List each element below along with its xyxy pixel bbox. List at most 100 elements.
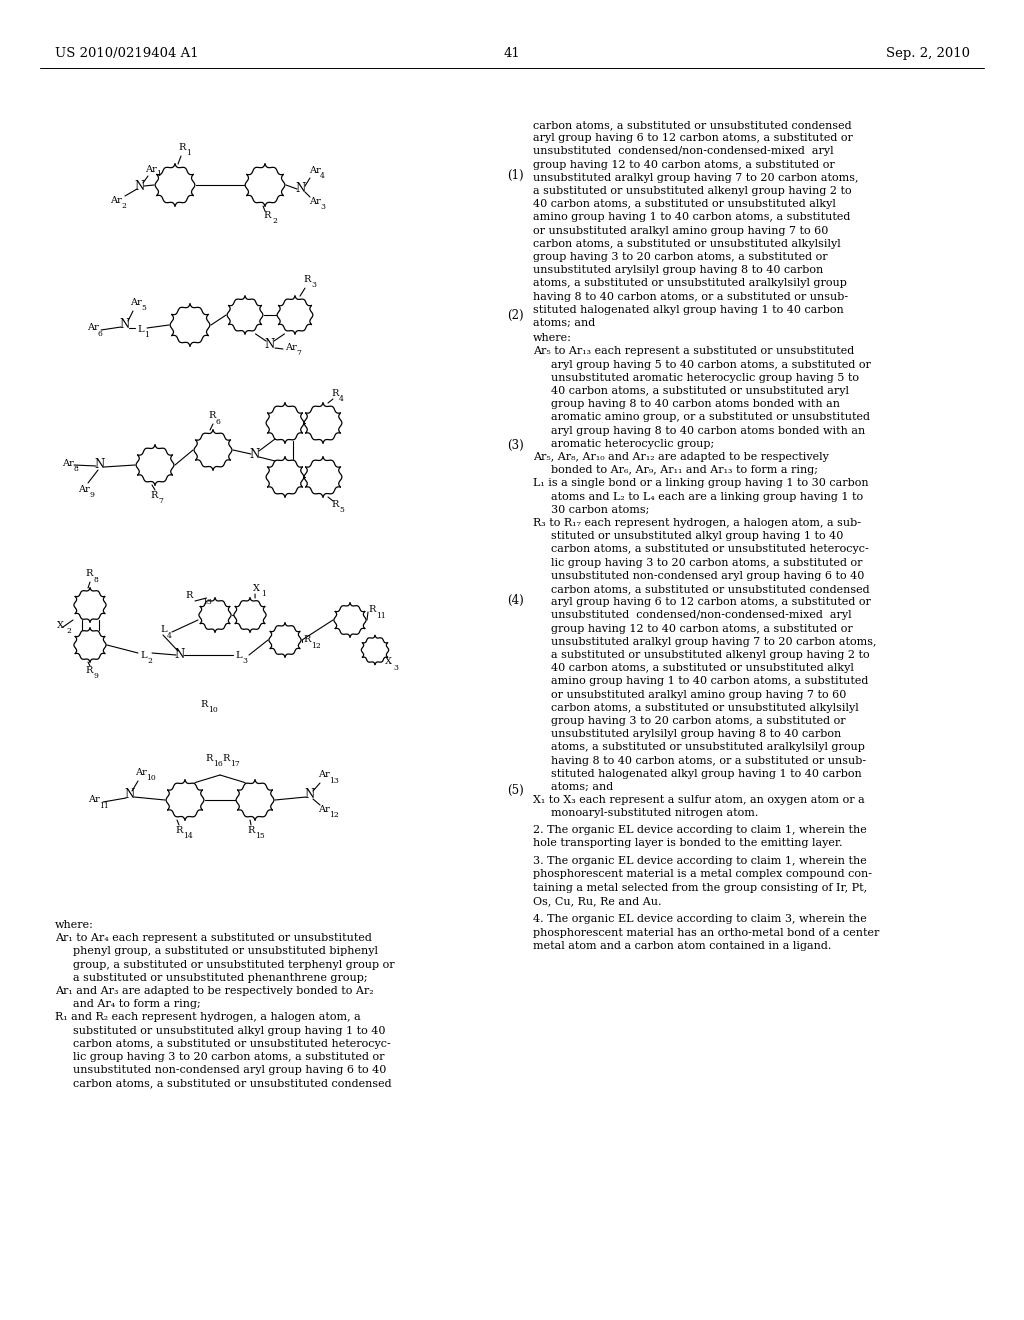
Text: Ar: Ar (62, 458, 74, 467)
Text: 1: 1 (261, 590, 266, 598)
Text: atoms, a substituted or unsubstituted aralkylsilyl group: atoms, a substituted or unsubstituted ar… (551, 742, 865, 752)
Text: L: L (137, 325, 143, 334)
Text: unsubstituted aromatic heterocyclic group having 5 to: unsubstituted aromatic heterocyclic grou… (551, 372, 859, 383)
Text: 3: 3 (393, 664, 398, 672)
Text: N: N (175, 648, 185, 661)
Text: 7: 7 (296, 348, 301, 356)
Text: Ar: Ar (130, 298, 141, 308)
Text: aromatic amino group, or a substituted or unsubstituted: aromatic amino group, or a substituted o… (551, 412, 870, 422)
Text: 1: 1 (144, 331, 148, 339)
Text: 17: 17 (230, 760, 240, 768)
Text: 4: 4 (167, 632, 172, 640)
Text: R: R (331, 500, 338, 510)
Text: Ar: Ar (285, 342, 297, 351)
Text: 4: 4 (319, 172, 325, 180)
Text: Ar: Ar (87, 323, 98, 333)
Text: or unsubstituted aralkyl amino group having 7 to 60: or unsubstituted aralkyl amino group hav… (534, 226, 828, 235)
Text: R: R (200, 700, 208, 709)
Text: 11: 11 (99, 803, 109, 810)
Text: Ar₅, Ar₈, Ar₁₀ and Ar₁₂ are adapted to be respectively: Ar₅, Ar₈, Ar₁₀ and Ar₁₂ are adapted to b… (534, 451, 828, 462)
Text: R: R (303, 635, 310, 644)
Text: 1: 1 (186, 149, 190, 157)
Text: R: R (208, 411, 215, 420)
Text: carbon atoms, a substituted or unsubstituted condensed: carbon atoms, a substituted or unsubstit… (73, 1078, 391, 1089)
Text: N: N (95, 458, 105, 471)
Text: 3. The organic EL device according to claim 1, wherein the: 3. The organic EL device according to cl… (534, 857, 866, 866)
Text: having 8 to 40 carbon atoms, or a substituted or unsub-: having 8 to 40 carbon atoms, or a substi… (534, 292, 848, 301)
Text: R₃ to R₁₇ each represent hydrogen, a halogen atom, a sub-: R₃ to R₁₇ each represent hydrogen, a hal… (534, 517, 861, 528)
Text: R: R (263, 211, 270, 220)
Text: 12: 12 (329, 810, 339, 818)
Text: 2: 2 (147, 657, 152, 665)
Text: atoms and L₂ to L₄ each are a linking group having 1 to: atoms and L₂ to L₄ each are a linking gr… (551, 491, 863, 502)
Text: US 2010/0219404 A1: US 2010/0219404 A1 (55, 48, 199, 59)
Text: R: R (175, 826, 182, 836)
Text: Ar: Ar (318, 770, 330, 779)
Text: R: R (331, 389, 338, 399)
Text: Ar: Ar (309, 166, 321, 176)
Text: 13: 13 (202, 598, 212, 606)
Text: X: X (253, 583, 260, 593)
Text: a substituted or unsubstituted phenanthrene group;: a substituted or unsubstituted phenanthr… (73, 973, 368, 983)
Text: or unsubstituted aralkyl amino group having 7 to 60: or unsubstituted aralkyl amino group hav… (551, 689, 847, 700)
Text: Ar: Ar (135, 768, 146, 777)
Text: unsubstituted  condensed/non-condensed-mixed  aryl: unsubstituted condensed/non-condensed-mi… (534, 147, 834, 156)
Text: Ar: Ar (78, 484, 90, 494)
Text: 2: 2 (121, 202, 126, 210)
Text: unsubstituted aralkyl group having 7 to 20 carbon atoms,: unsubstituted aralkyl group having 7 to … (534, 173, 858, 182)
Text: lic group having 3 to 20 carbon atoms, a substituted or: lic group having 3 to 20 carbon atoms, a… (551, 557, 862, 568)
Text: atoms, a substituted or unsubstituted aralkylsilyl group: atoms, a substituted or unsubstituted ar… (534, 279, 847, 288)
Text: X: X (57, 620, 63, 630)
Text: Ar₁ to Ar₄ each represent a substituted or unsubstituted: Ar₁ to Ar₄ each represent a substituted … (55, 933, 372, 944)
Text: taining a metal selected from the group consisting of Ir, Pt,: taining a metal selected from the group … (534, 883, 867, 892)
Text: (5): (5) (507, 784, 523, 796)
Text: carbon atoms, a substituted or unsubstituted heterocyc-: carbon atoms, a substituted or unsubstit… (73, 1039, 391, 1049)
Text: unsubstituted arylsilyl group having 8 to 40 carbon: unsubstituted arylsilyl group having 8 t… (551, 729, 842, 739)
Text: 4. The organic EL device according to claim 3, wherein the: 4. The organic EL device according to cl… (534, 915, 866, 924)
Text: 30 carbon atoms;: 30 carbon atoms; (551, 504, 649, 515)
Text: Ar: Ar (145, 165, 157, 174)
Text: N: N (250, 447, 260, 461)
Text: 40 carbon atoms, a substituted or unsubstituted alkyl: 40 carbon atoms, a substituted or unsubs… (551, 663, 854, 673)
Text: substituted or unsubstituted alkyl group having 1 to 40: substituted or unsubstituted alkyl group… (73, 1026, 385, 1036)
Text: 3: 3 (311, 281, 316, 289)
Text: a substituted or unsubstituted alkenyl group having 2 to: a substituted or unsubstituted alkenyl g… (551, 649, 869, 660)
Text: N: N (135, 180, 145, 193)
Text: Ar₅ to Ar₁₃ each represent a substituted or unsubstituted: Ar₅ to Ar₁₃ each represent a substituted… (534, 346, 854, 356)
Text: R: R (85, 667, 92, 675)
Text: L₁ is a single bond or a linking group having 1 to 30 carbon: L₁ is a single bond or a linking group h… (534, 478, 868, 488)
Text: 8: 8 (93, 576, 98, 583)
Text: Ar: Ar (309, 197, 321, 206)
Text: 41: 41 (504, 48, 520, 59)
Text: aromatic heterocyclic group;: aromatic heterocyclic group; (551, 438, 715, 449)
Text: amino group having 1 to 40 carbon atoms, a substituted: amino group having 1 to 40 carbon atoms,… (534, 213, 850, 222)
Text: stituted or unsubstituted alkyl group having 1 to 40: stituted or unsubstituted alkyl group ha… (551, 531, 844, 541)
Text: 3: 3 (242, 657, 247, 665)
Text: phosphorescent material is a metal complex compound con-: phosphorescent material is a metal compl… (534, 870, 872, 879)
Text: R: R (222, 754, 229, 763)
Text: 6: 6 (98, 330, 102, 338)
Text: 11: 11 (376, 612, 386, 620)
Text: lic group having 3 to 20 carbon atoms, a substituted or: lic group having 3 to 20 carbon atoms, a… (73, 1052, 384, 1063)
Text: having 8 to 40 carbon atoms, or a substituted or unsub-: having 8 to 40 carbon atoms, or a substi… (551, 755, 866, 766)
Text: Os, Cu, Ru, Re and Au.: Os, Cu, Ru, Re and Au. (534, 896, 662, 906)
Text: Ar: Ar (318, 805, 330, 814)
Text: 12: 12 (311, 642, 321, 649)
Text: Sep. 2, 2010: Sep. 2, 2010 (886, 48, 970, 59)
Text: carbon atoms, a substituted or unsubstituted condensed: carbon atoms, a substituted or unsubstit… (551, 583, 869, 594)
Text: where:: where: (534, 333, 571, 343)
Text: 13: 13 (329, 777, 339, 785)
Text: unsubstituted arylsilyl group having 8 to 40 carbon: unsubstituted arylsilyl group having 8 t… (534, 265, 823, 275)
Text: stituted halogenated alkyl group having 1 to 40 carbon: stituted halogenated alkyl group having … (534, 305, 844, 314)
Text: phosphorescent material has an ortho-metal bond of a center: phosphorescent material has an ortho-met… (534, 928, 880, 937)
Text: Ar: Ar (110, 195, 122, 205)
Text: 40 carbon atoms, a substituted or unsubstituted alkyl: 40 carbon atoms, a substituted or unsubs… (534, 199, 836, 209)
Text: metal atom and a carbon atom contained in a ligand.: metal atom and a carbon atom contained i… (534, 941, 831, 950)
Text: atoms; and: atoms; and (534, 318, 595, 327)
Text: X₁ to X₃ each represent a sulfur atom, an oxygen atom or a: X₁ to X₃ each represent a sulfur atom, a… (534, 795, 864, 805)
Text: R: R (185, 591, 193, 601)
Text: R: R (150, 491, 158, 500)
Text: 5: 5 (141, 304, 145, 312)
Text: 2. The organic EL device according to claim 1, wherein the: 2. The organic EL device according to cl… (534, 825, 866, 834)
Text: 9: 9 (93, 672, 98, 680)
